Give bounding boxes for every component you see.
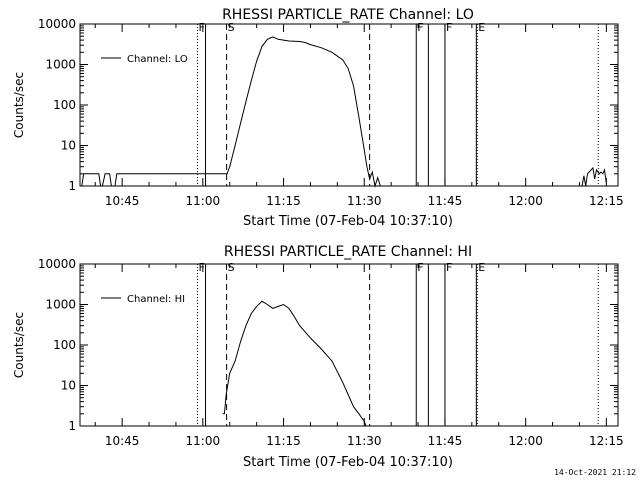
marker-flag-label: F [446, 21, 452, 34]
series-line [80, 36, 607, 188]
footer-timestamp: 14-Oct-2021 21:12 [554, 468, 636, 477]
panel-bottom-ylabel: Counts/sec [12, 312, 26, 378]
x-tick-label: 11:15 [266, 194, 301, 208]
marker-flag-label: S [228, 21, 235, 34]
panel-bottom-chart: 1 10 100 1000 10000 10:45 11:00 11:15 11:30 11:45… [38, 257, 624, 448]
y-tick-label: 10000 [38, 257, 76, 271]
plot-frame [79, 263, 619, 427]
x-tick-label: 11:45 [428, 434, 463, 448]
y-tick-label: 1000 [45, 58, 76, 72]
panel-top: RHESSI PARTICLE_RATE Channel: LO Start T… [12, 7, 624, 229]
y-tick-label: 100 [53, 98, 76, 112]
marker-flag-label: E [478, 21, 485, 34]
x-tick-label: 11:45 [428, 194, 463, 208]
marker-flag-label: F [446, 261, 452, 274]
x-tick-label: 11:00 [186, 194, 221, 208]
y-tick-label: 10 [61, 379, 76, 393]
panel-bottom-xlabel: Start Time (07-Feb-04 10:37:10) [243, 455, 453, 470]
x-tick-label: 11:00 [186, 434, 221, 448]
plot-frame [79, 23, 619, 187]
marker-flag-label: E [478, 261, 485, 274]
marker-flag-label: F [198, 261, 204, 274]
panel-top-title: RHESSI PARTICLE_RATE Channel: LO [222, 7, 474, 23]
y-tick-label: 1 [68, 179, 76, 193]
y-tick-label: 1 [68, 419, 76, 433]
x-tick-label: 11:30 [347, 194, 382, 208]
x-tick-label: 12:15 [589, 194, 624, 208]
marker-flag-label: S [228, 261, 235, 274]
panel-top-chart: 1 10 100 1000 10000 10:45 11:00 11:15 11:30 11:45… [38, 17, 624, 208]
y-tick-label: 1000 [45, 298, 76, 312]
panel-top-xlabel: Start Time (07-Feb-04 10:37:10) [243, 214, 453, 229]
y-tick-label: 10000 [38, 17, 76, 31]
legend-entry: Channel: HI [127, 294, 185, 305]
legend-entry: Channel: LO [127, 54, 188, 65]
panel-bottom: RHESSI PARTICLE_RATE Channel: HI Start T… [12, 244, 624, 470]
panel-top-ylabel: Counts/sec [12, 72, 26, 138]
x-tick-label: 10:45 [105, 434, 140, 448]
series-line [222, 300, 367, 427]
x-tick-label: 10:45 [105, 194, 140, 208]
marker-flag-label: F [417, 261, 423, 274]
x-tick-label: 12:15 [589, 434, 624, 448]
x-tick-label: 12:00 [508, 434, 543, 448]
x-tick-label: 12:00 [508, 194, 543, 208]
y-tick-label: 100 [53, 338, 76, 352]
marker-flag-label: F [417, 21, 423, 34]
y-tick-label: 10 [61, 139, 76, 153]
x-tick-label: 11:15 [266, 434, 301, 448]
marker-flag-label: F [198, 21, 204, 34]
panel-bottom-title: RHESSI PARTICLE_RATE Channel: HI [224, 244, 472, 260]
x-tick-label: 11:30 [347, 434, 382, 448]
